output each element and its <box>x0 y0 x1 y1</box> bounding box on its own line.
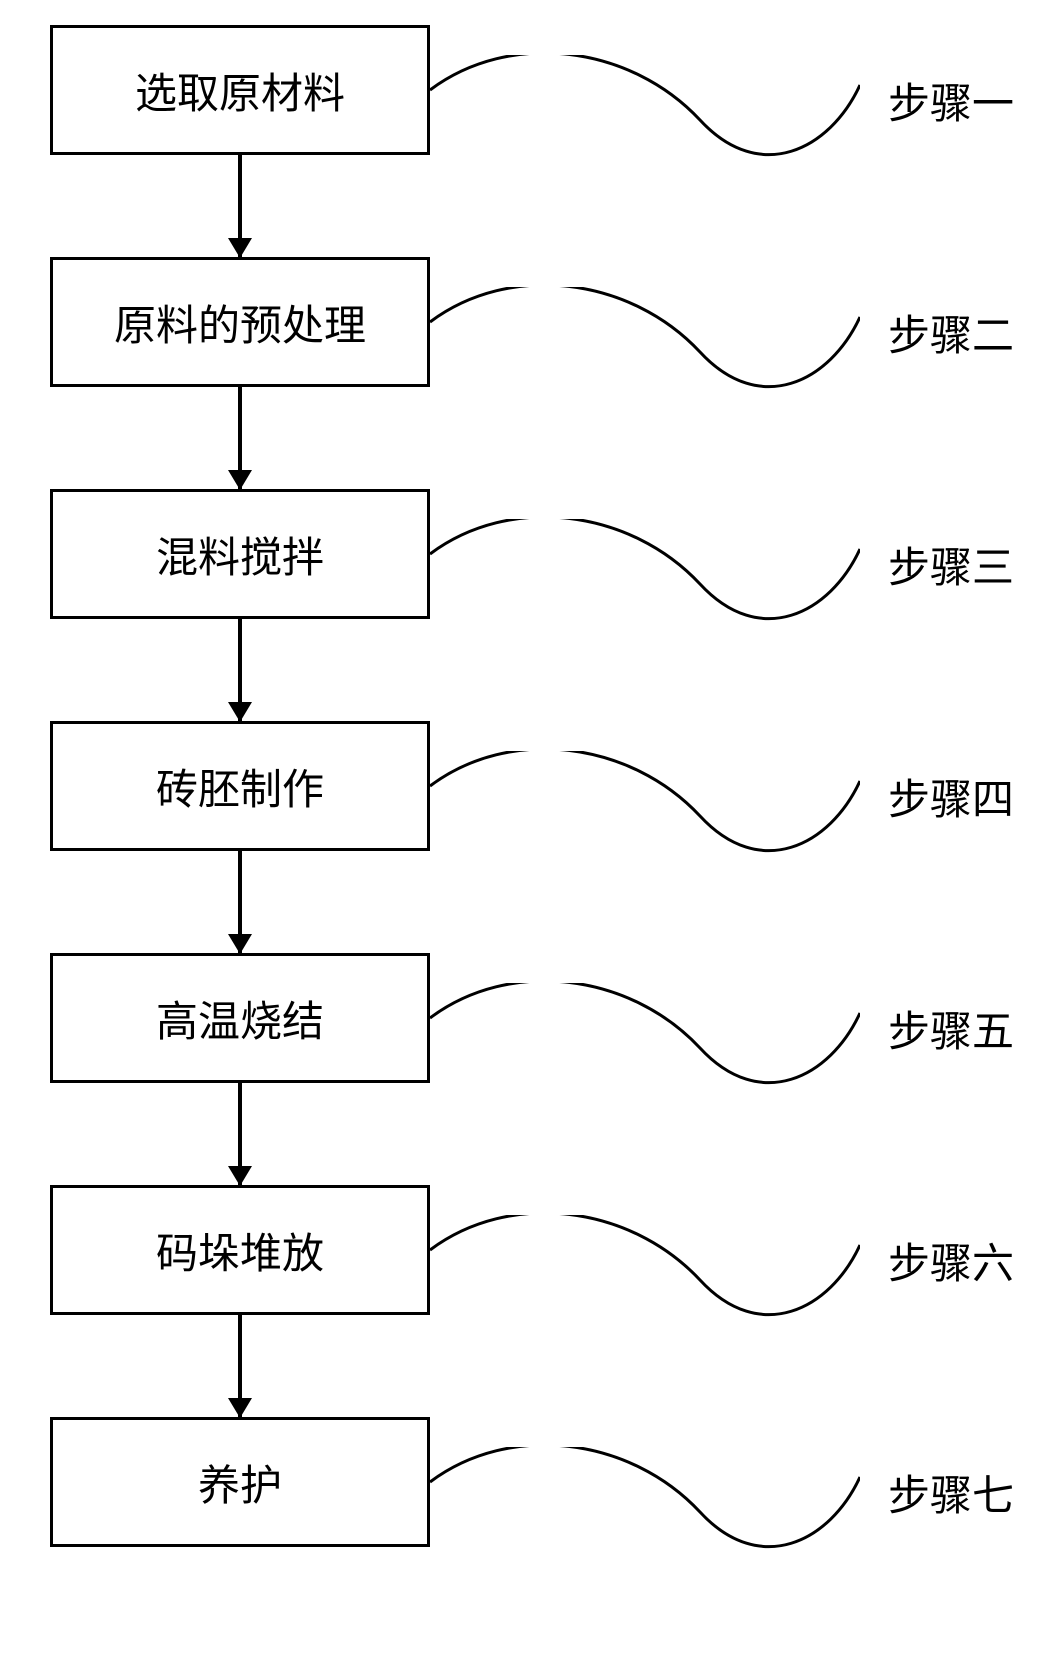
arrow-head-1 <box>228 238 252 258</box>
wave-connector-7 <box>430 1447 860 1567</box>
step-row-5: 高温烧结 步骤五 <box>50 953 1014 1185</box>
wave-connector-4 <box>430 751 860 871</box>
step-box-6: 码垛堆放 <box>50 1185 430 1315</box>
wave-connector-2 <box>430 287 860 407</box>
step-box-text-2: 原料的预处理 <box>114 292 366 353</box>
step-box-text-7: 养护 <box>198 1452 282 1513</box>
step-box-1: 选取原材料 <box>50 25 430 155</box>
step-box-5: 高温烧结 <box>50 953 430 1083</box>
step-row-6: 码垛堆放 步骤六 <box>50 1185 1014 1417</box>
step-box-text-6: 码垛堆放 <box>156 1220 324 1281</box>
step-label-5: 步骤五 <box>888 998 1014 1059</box>
step-label-4: 步骤四 <box>888 766 1014 827</box>
step-box-4: 砖胚制作 <box>50 721 430 851</box>
step-row-2: 原料的预处理 步骤二 <box>50 257 1014 489</box>
arrow-head-4 <box>228 934 252 954</box>
step-box-7: 养护 <box>50 1417 430 1547</box>
wave-connector-1 <box>430 55 860 175</box>
arrow-head-5 <box>228 1166 252 1186</box>
step-row-3: 混料搅拌 步骤三 <box>50 489 1014 721</box>
step-box-text-3: 混料搅拌 <box>156 524 324 585</box>
step-row-4: 砖胚制作 步骤四 <box>50 721 1014 953</box>
step-box-3: 混料搅拌 <box>50 489 430 619</box>
step-row-1: 选取原材料 步骤一 <box>50 25 1014 257</box>
step-box-text-4: 砖胚制作 <box>156 756 324 817</box>
step-label-2: 步骤二 <box>888 302 1014 363</box>
step-label-7: 步骤七 <box>888 1462 1014 1523</box>
step-row-7: 养护 步骤七 <box>50 1417 1014 1557</box>
step-box-text-1: 选取原材料 <box>135 60 345 121</box>
arrow-head-2 <box>228 470 252 490</box>
step-label-6: 步骤六 <box>888 1230 1014 1291</box>
arrow-head-6 <box>228 1398 252 1418</box>
step-box-2: 原料的预处理 <box>50 257 430 387</box>
wave-connector-6 <box>430 1215 860 1335</box>
step-box-text-5: 高温烧结 <box>156 988 324 1049</box>
wave-connector-5 <box>430 983 860 1103</box>
arrow-head-3 <box>228 702 252 722</box>
step-label-3: 步骤三 <box>888 534 1014 595</box>
step-label-1: 步骤一 <box>888 70 1014 131</box>
wave-connector-3 <box>430 519 860 639</box>
flowchart-container: 选取原材料 步骤一 原料的预处理 步骤二 混料搅拌 步骤三 砖胚制作 <box>50 25 1014 1557</box>
